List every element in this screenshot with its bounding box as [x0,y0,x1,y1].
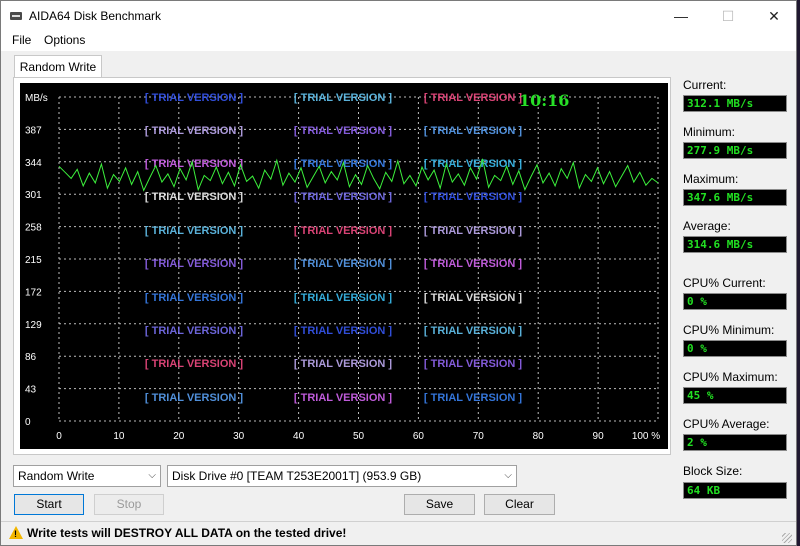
x-tick-label: 100 % [632,431,660,442]
cpu-current-value: 0 % [683,293,787,310]
benchmark-timer: 10:16 [519,91,569,110]
y-tick-label: 172 [25,287,42,298]
resize-grip[interactable] [782,533,792,543]
minimum-value: 277.9 MB/s [683,142,787,159]
y-tick-label: 344 [25,158,42,169]
clear-button[interactable]: Clear [484,494,555,515]
current-label: Current: [683,78,727,92]
disk-icon [10,12,22,20]
trial-watermark: [ TRIAL VERSION ] [145,225,244,237]
trial-watermark: [ TRIAL VERSION ] [424,158,523,170]
trial-watermark: [ TRIAL VERSION ] [424,325,523,337]
trial-watermark: [ TRIAL VERSION ] [294,225,393,237]
y-tick-label: 43 [25,385,37,396]
trial-watermark: [ TRIAL VERSION ] [145,125,244,137]
average-value: 314.6 MB/s [683,236,787,253]
y-tick-label: 86 [25,352,37,363]
chevron-down-icon: ⌵ [504,470,512,481]
trial-watermark: [ TRIAL VERSION ] [424,92,523,104]
trial-watermark: [ TRIAL VERSION ] [424,225,523,237]
average-label: Average: [683,219,731,233]
trial-watermark: [ TRIAL VERSION ] [145,158,244,170]
chart-svg: 0 43 86 129 172 215 258 301 344 387 MB/s 0 10 20 30 40 5… [25,91,660,442]
y-tick-label: 387 [25,125,42,136]
trial-watermark: [ TRIAL VERSION ] [294,358,393,370]
x-tick-label: 50 [353,431,365,442]
menu-bar: File Options [1,31,796,51]
minimize-button[interactable]: — [674,8,688,24]
x-tick-label: 0 [56,431,62,442]
desktop-edge [797,0,800,546]
close-button[interactable]: ✕ [768,8,780,24]
stop-button[interactable]: Stop [94,494,164,515]
menu-file[interactable]: File [12,33,32,47]
block-size-value: 64 KB [683,482,787,499]
y-tick-label: 129 [25,320,42,331]
cpu-current-label: CPU% Current: [683,276,766,290]
current-value: 312.1 MB/s [683,95,787,112]
cpu-average-label: CPU% Average: [683,417,770,431]
trial-watermark: [ TRIAL VERSION ] [145,92,244,104]
trial-watermark: [ TRIAL VERSION ] [145,392,244,404]
cpu-minimum-value: 0 % [683,340,787,357]
trial-watermark: [ TRIAL VERSION ] [145,358,244,370]
trial-watermark: [ TRIAL VERSION ] [294,258,393,270]
write-speed-line [58,158,659,192]
x-tick-label: 40 [293,431,305,442]
y-tick-label: MB/s [25,93,48,104]
maximize-button[interactable]: ☐ [721,8,735,24]
x-tick-label: 90 [593,431,605,442]
x-tick-label: 80 [533,431,545,442]
cpu-maximum-value: 45 % [683,387,787,404]
start-button[interactable]: Start [14,494,84,515]
menu-options[interactable]: Options [44,33,86,47]
minimum-label: Minimum: [683,125,736,139]
title-bar: AIDA64 Disk Benchmark — ☐ ✕ [1,1,796,31]
trial-watermark: [ TRIAL VERSION ] [424,258,523,270]
x-tick-label: 20 [173,431,185,442]
y-tick-label: 258 [25,223,42,234]
trial-watermark: [ TRIAL VERSION ] [294,392,393,404]
y-tick-label: 215 [25,255,42,266]
drive-value: Disk Drive #0 [TEAM T253E2001T] (953.9 G… [172,469,422,483]
trial-watermark: [ TRIAL VERSION ] [294,92,393,104]
tab-random-write[interactable]: Random Write [14,55,102,78]
trial-watermark: [ TRIAL VERSION ] [145,191,244,203]
trial-watermark: [ TRIAL VERSION ] [424,358,523,370]
benchmark-chart: 0 43 86 129 172 215 258 301 344 387 MB/s 0 10 20 30 40 5… [20,83,668,449]
trial-watermark: [ TRIAL VERSION ] [424,392,523,404]
trial-watermark: [ TRIAL VERSION ] [145,325,244,337]
trial-watermark: [ TRIAL VERSION ] [294,191,393,203]
trial-watermark: [ TRIAL VERSION ] [145,258,244,270]
drive-select[interactable]: Disk Drive #0 [TEAM T253E2001T] (953.9 G… [167,465,517,487]
y-tick-label: 0 [25,417,31,428]
cpu-minimum-label: CPU% Minimum: [683,323,775,337]
x-tick-label: 10 [113,431,125,442]
trial-watermark: [ TRIAL VERSION ] [294,325,393,337]
trial-watermark: [ TRIAL VERSION ] [424,125,523,137]
maximum-label: Maximum: [683,172,739,186]
cpu-average-value: 2 % [683,434,787,451]
test-type-select[interactable]: Random Write ⌵ [13,465,161,487]
status-bar: ! Write tests will DESTROY ALL DATA on t… [1,521,796,545]
cpu-maximum-label: CPU% Maximum: [683,370,778,384]
trial-watermark: [ TRIAL VERSION ] [424,191,523,203]
save-button[interactable]: Save [404,494,475,515]
x-tick-label: 30 [233,431,245,442]
window-title: AIDA64 Disk Benchmark [29,9,162,23]
x-tick-label: 70 [473,431,485,442]
trial-watermark: [ TRIAL VERSION ] [145,292,244,304]
chevron-down-icon: ⌵ [148,470,156,481]
x-tick-label: 60 [413,431,425,442]
y-tick-label: 301 [25,190,42,201]
block-size-label: Block Size: [683,464,743,478]
warning-text: Write tests will DESTROY ALL DATA on the… [27,526,347,540]
trial-watermark: [ TRIAL VERSION ] [424,292,523,304]
trial-watermark: [ TRIAL VERSION ] [294,125,393,137]
maximum-value: 347.6 MB/s [683,189,787,206]
trial-watermark: [ TRIAL VERSION ] [294,292,393,304]
test-type-value: Random Write [18,469,95,483]
warning-icon: ! [9,526,23,539]
